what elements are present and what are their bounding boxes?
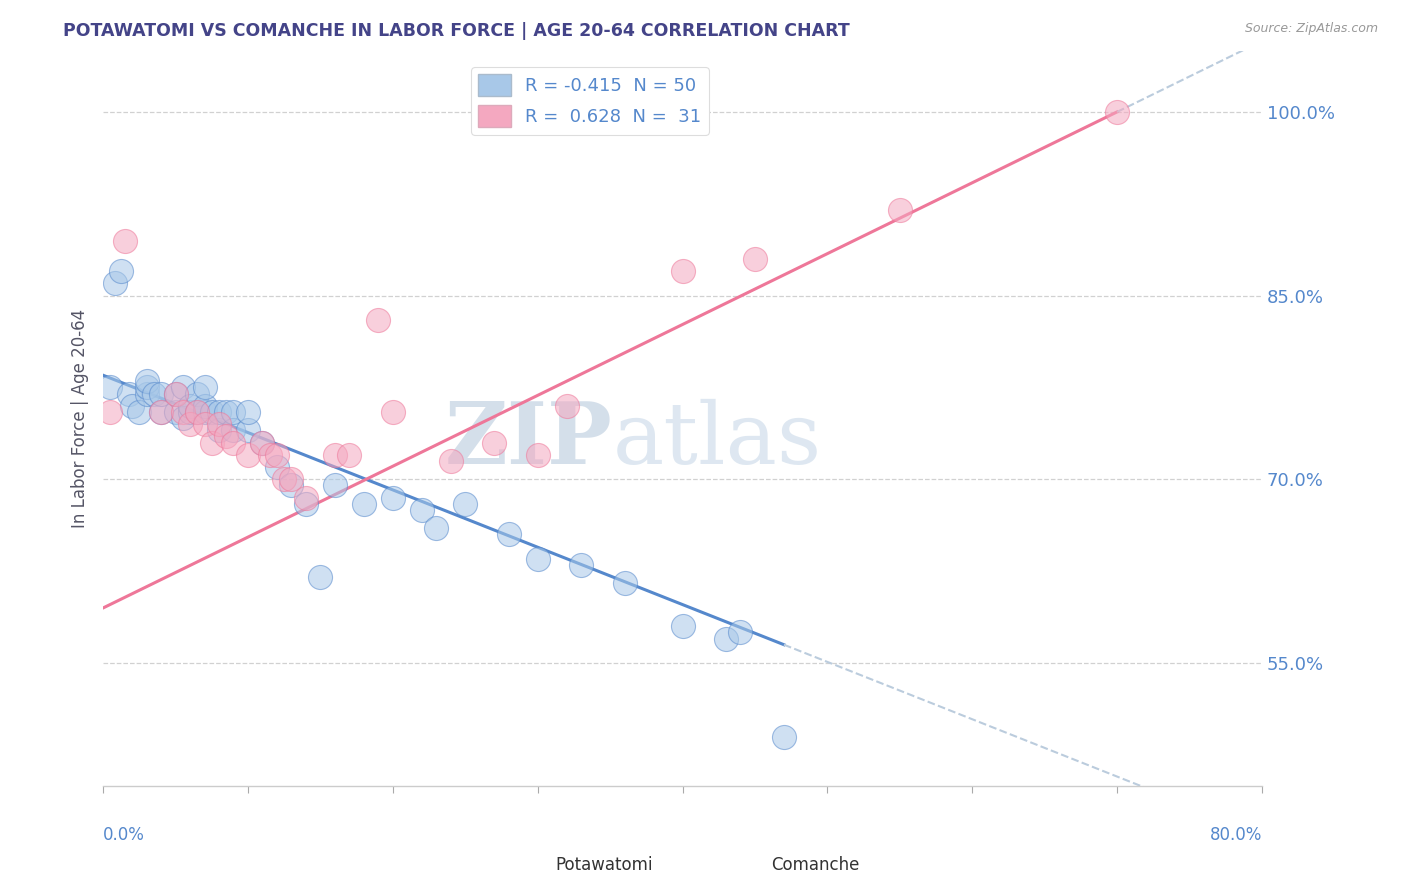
Point	[744, 252, 766, 266]
Point	[236, 448, 259, 462]
Point	[100, 405, 122, 419]
Point	[555, 399, 578, 413]
Y-axis label: In Labor Force | Age 20-64: In Labor Force | Age 20-64	[72, 309, 89, 528]
Text: ZIP: ZIP	[446, 398, 613, 483]
Point	[172, 405, 194, 419]
Point	[215, 429, 238, 443]
Point	[150, 405, 173, 419]
Point	[266, 460, 288, 475]
Point	[323, 448, 346, 462]
Point	[526, 552, 548, 566]
Point	[118, 386, 141, 401]
Point	[381, 405, 404, 419]
Point	[222, 435, 245, 450]
Point	[150, 386, 173, 401]
Point	[222, 423, 245, 437]
Point	[104, 277, 127, 291]
Text: 80.0%: 80.0%	[1209, 826, 1263, 844]
Point	[208, 417, 231, 432]
Point	[671, 619, 693, 633]
Point	[526, 448, 548, 462]
Point	[671, 264, 693, 278]
Text: POTAWATOMI VS COMANCHE IN LABOR FORCE | AGE 20-64 CORRELATION CHART: POTAWATOMI VS COMANCHE IN LABOR FORCE | …	[63, 22, 851, 40]
Point	[309, 570, 332, 584]
Point	[613, 576, 636, 591]
Point	[425, 521, 447, 535]
Point	[280, 478, 302, 492]
Legend: R = -0.415  N = 50, R =  0.628  N =  31: R = -0.415 N = 50, R = 0.628 N = 31	[471, 67, 709, 135]
Text: Source: ZipAtlas.com: Source: ZipAtlas.com	[1244, 22, 1378, 36]
Point	[186, 405, 208, 419]
Point	[172, 411, 194, 425]
Point	[179, 405, 201, 419]
Point	[266, 448, 288, 462]
Point	[252, 435, 274, 450]
Point	[773, 730, 796, 744]
Point	[186, 405, 208, 419]
Point	[353, 497, 375, 511]
Point	[215, 405, 238, 419]
Point	[186, 386, 208, 401]
Point	[179, 417, 201, 432]
Point	[110, 264, 132, 278]
Point	[569, 558, 592, 573]
Point	[295, 497, 318, 511]
Point	[201, 405, 224, 419]
Text: Comanche: Comanche	[772, 856, 859, 874]
Point	[208, 423, 231, 437]
Point	[135, 386, 157, 401]
Point	[150, 405, 173, 419]
Point	[142, 386, 165, 401]
Point	[411, 503, 433, 517]
Point	[179, 399, 201, 413]
Point	[730, 625, 752, 640]
Point	[193, 399, 215, 413]
Point	[201, 435, 224, 450]
Point	[323, 478, 346, 492]
Point	[165, 386, 187, 401]
Point	[193, 417, 215, 432]
Point	[367, 313, 389, 327]
Point	[337, 448, 360, 462]
Point	[236, 423, 259, 437]
Point	[236, 405, 259, 419]
Point	[273, 472, 295, 486]
Point	[165, 386, 187, 401]
Point	[381, 491, 404, 505]
Point	[100, 380, 122, 394]
Point	[714, 632, 737, 646]
Point	[135, 375, 157, 389]
Point	[128, 405, 150, 419]
Point	[121, 399, 143, 413]
Point	[114, 234, 136, 248]
Point	[498, 527, 520, 541]
Point	[165, 405, 187, 419]
Point	[1105, 104, 1128, 119]
Point	[259, 448, 281, 462]
Point	[484, 435, 506, 450]
Point	[889, 202, 911, 217]
Point	[193, 380, 215, 394]
Point	[172, 380, 194, 394]
Point	[222, 405, 245, 419]
Text: 0.0%: 0.0%	[103, 826, 145, 844]
Point	[295, 491, 318, 505]
Point	[454, 497, 477, 511]
Point	[135, 380, 157, 394]
Text: Potawatomi: Potawatomi	[555, 856, 654, 874]
Point	[280, 472, 302, 486]
Point	[208, 405, 231, 419]
Point	[440, 454, 463, 468]
Point	[252, 435, 274, 450]
Point	[193, 405, 215, 419]
Text: atlas: atlas	[613, 399, 823, 482]
